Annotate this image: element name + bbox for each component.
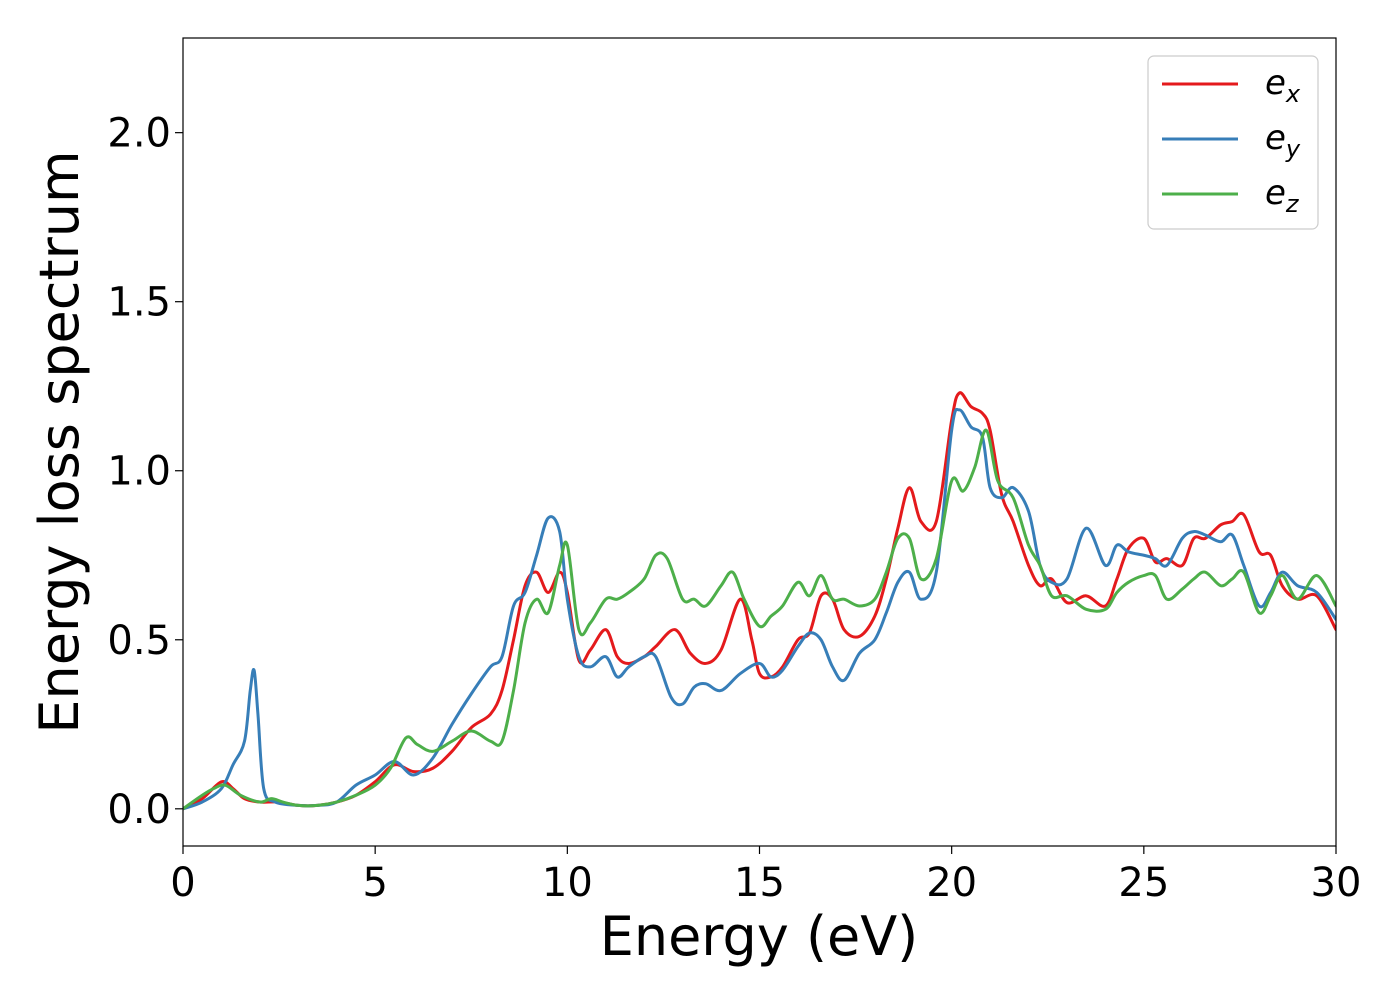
legend-label-ez: ez xyxy=(1265,173,1300,218)
y-tick-label: 1.0 xyxy=(107,449,171,495)
x-axis-label: Energy (eV) xyxy=(600,905,919,968)
legend-label-ex: ex xyxy=(1265,63,1301,108)
x-tick-label: 15 xyxy=(734,860,785,906)
series-layer xyxy=(183,391,1336,811)
series-line-ey xyxy=(183,407,1336,811)
y-tick-label: 1.5 xyxy=(107,280,171,326)
y-tick-label: 0.5 xyxy=(107,618,171,664)
legend: ex ey ez xyxy=(1147,55,1319,230)
x-tick-label: 0 xyxy=(170,860,195,906)
series-line-ex xyxy=(183,391,1336,811)
y-axis-ticks: 0.0 0.5 1.0 1.5 2.0 xyxy=(107,111,183,833)
plot-area xyxy=(183,38,1336,846)
x-tick-label: 20 xyxy=(926,860,977,906)
y-tick-label: 0.0 xyxy=(107,787,171,833)
legend-box xyxy=(1147,55,1319,230)
x-axis-ticks: 0 5 10 15 20 25 30 xyxy=(170,846,1361,906)
x-tick-label: 10 xyxy=(542,860,593,906)
x-tick-label: 5 xyxy=(362,860,387,906)
x-tick-label: 30 xyxy=(1311,860,1362,906)
legend-entries: ex ey ez xyxy=(1162,63,1301,218)
x-tick-label: 25 xyxy=(1118,860,1169,906)
series-line-ez xyxy=(183,428,1336,811)
y-tick-label: 2.0 xyxy=(107,111,171,157)
legend-label-ey: ey xyxy=(1265,118,1301,163)
y-axis-label: Energy loss spectrum xyxy=(28,150,91,733)
